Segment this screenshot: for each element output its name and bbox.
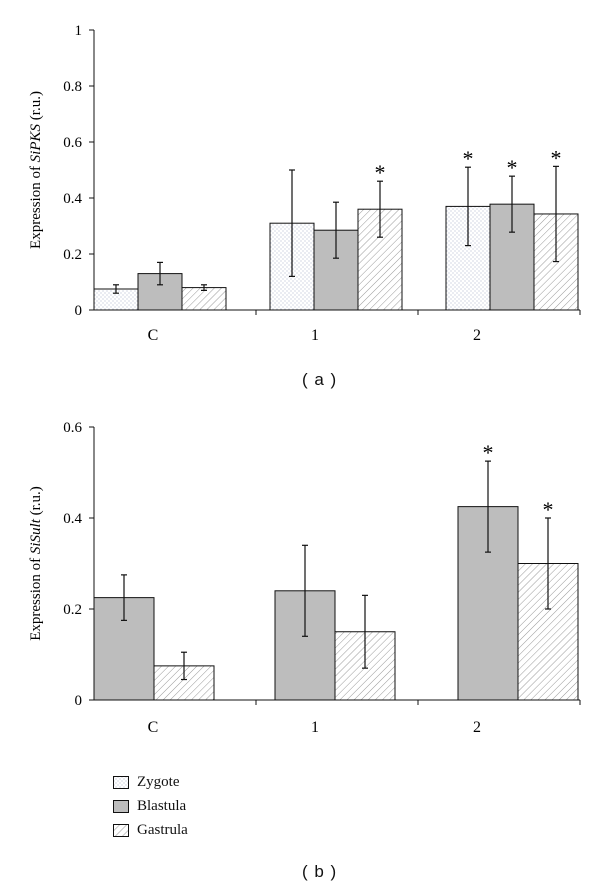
legend-label-zygote: Zygote xyxy=(137,773,180,790)
significance-star: * xyxy=(375,160,386,185)
y-tick-label: 1 xyxy=(75,23,83,39)
y-axis-label-unit: (r.u.) xyxy=(28,486,44,519)
y-axis-label-gene: SiPKS xyxy=(28,123,44,162)
y-axis-label-gene: SiSult xyxy=(28,518,44,554)
y-tick-label: 0.4 xyxy=(63,511,82,527)
y-tick-label: 0.6 xyxy=(63,420,82,436)
legend-item-zygote: Zygote xyxy=(113,770,188,794)
y-tick-label: 0.6 xyxy=(63,135,82,151)
x-tick-label-C: C xyxy=(148,719,159,736)
x-tick-label-2: 2 xyxy=(473,327,481,344)
significance-star: * xyxy=(543,497,554,522)
x-tick-label-2: 2 xyxy=(473,719,481,736)
legend-label-gastrula: Gastrula xyxy=(137,821,188,838)
y-tick-label: 0 xyxy=(75,303,83,319)
legend-label-blastula: Blastula xyxy=(137,797,187,814)
legend: Zygote Blastula Gastrula xyxy=(113,770,188,842)
y-axis-label: Expression of SiSult (r.u.) xyxy=(28,486,44,641)
x-tick-label-1: 1 xyxy=(311,719,319,736)
y-tick-label: 0.2 xyxy=(63,247,82,263)
significance-star: * xyxy=(507,155,518,180)
y-axis-label: Expression of SiPKS (r.u.) xyxy=(28,91,44,249)
panel-label-b: ( b ) xyxy=(302,862,338,881)
y-axis-label-unit: (r.u.) xyxy=(28,91,44,124)
legend-item-blastula: Blastula xyxy=(113,794,188,818)
y-tick-label: 0.2 xyxy=(63,602,82,618)
y-axis-label-prefix: Expression of xyxy=(28,554,44,641)
y-axis-label-prefix: Expression of xyxy=(28,162,44,249)
legend-swatch-zygote xyxy=(113,775,129,789)
x-tick-label-1: 1 xyxy=(311,327,319,344)
legend-swatch-blastula xyxy=(113,799,129,813)
legend-item-gastrula: Gastrula xyxy=(113,818,188,842)
chart-b-expression-sisult: * * 0 0.2 0.4 0.6 C 1 2 Expression of SiSult (r.u… xyxy=(28,420,581,736)
legend-swatch-gastrula xyxy=(113,823,129,837)
x-tick-label-C: C xyxy=(148,327,159,344)
significance-star: * xyxy=(483,440,494,465)
y-tick-label: 0.8 xyxy=(63,79,82,95)
y-tick-label: 0.4 xyxy=(63,191,82,207)
significance-star: * xyxy=(551,145,562,170)
y-tick-label: 0 xyxy=(75,693,83,709)
chart-a-expression-sipks: * * * * 0 0.2 0.4 0.6 0.8 1 C 1 2 Expression of SiPKS… xyxy=(28,23,581,344)
significance-star: * xyxy=(463,146,474,171)
panel-label-a: ( a ) xyxy=(302,370,338,389)
